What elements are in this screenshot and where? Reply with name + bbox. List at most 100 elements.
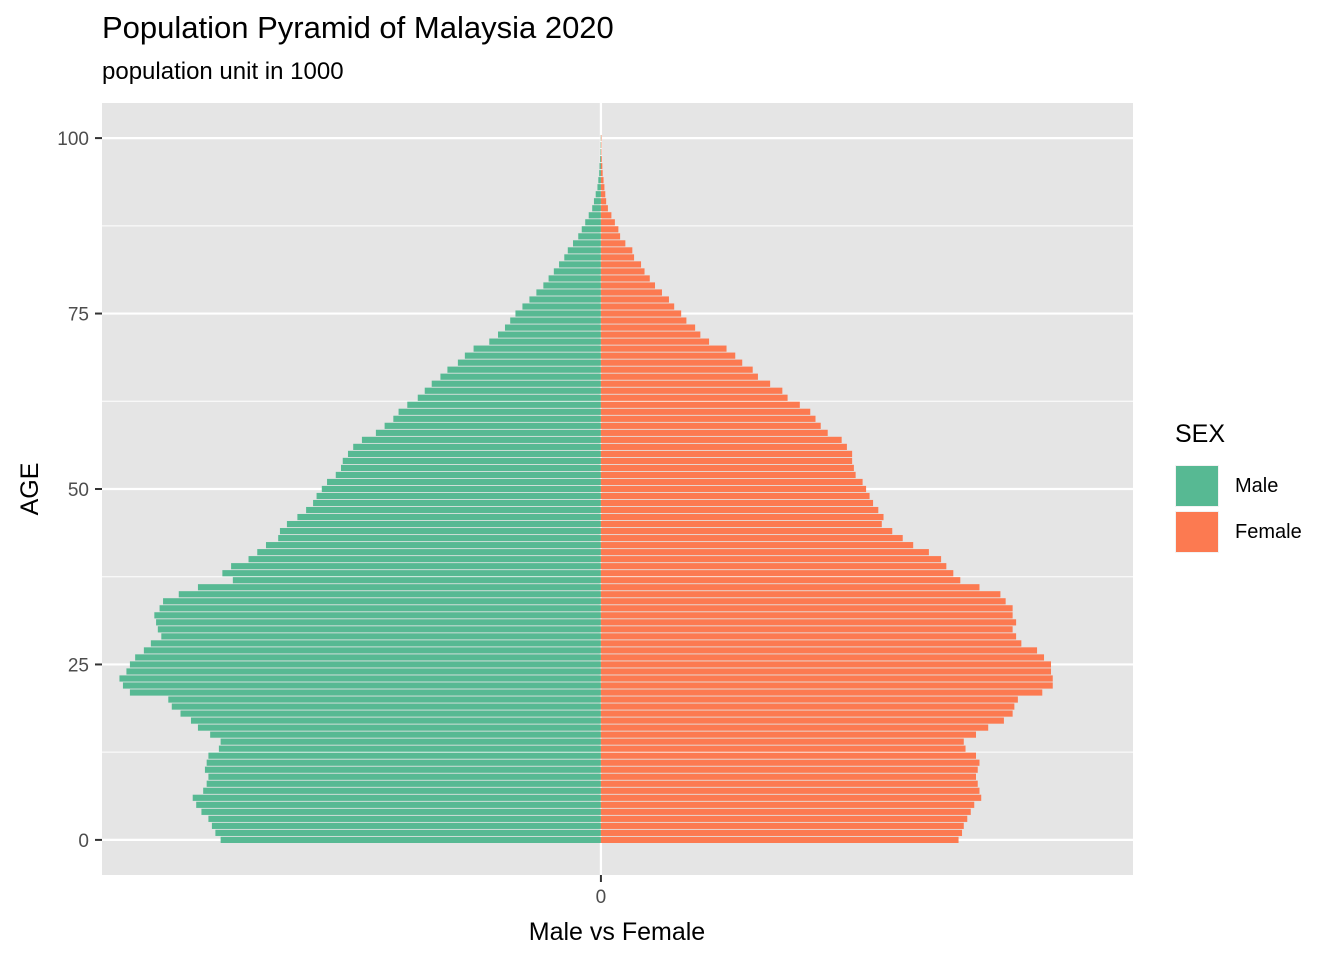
bar-female — [600, 647, 1038, 654]
bar-female — [600, 836, 959, 843]
bar-male — [384, 422, 601, 429]
bar-female — [600, 577, 961, 584]
bar-female — [600, 380, 771, 387]
bar-female — [600, 198, 607, 205]
bar-male — [129, 689, 601, 696]
bar-female — [600, 787, 980, 794]
bar-male — [464, 352, 601, 359]
bar-male — [600, 142, 602, 149]
bar-female — [600, 408, 811, 415]
y-tick-label: 25 — [68, 655, 89, 676]
bar-female — [600, 282, 656, 289]
bar-female — [600, 499, 874, 507]
bar-male — [599, 170, 601, 177]
bar-male — [398, 408, 601, 415]
y-tick-label: 100 — [57, 129, 89, 150]
bar-male — [598, 177, 601, 184]
bar-female — [600, 247, 633, 254]
bar-male — [585, 219, 601, 226]
bar-female — [600, 808, 971, 815]
bar-female — [600, 612, 1013, 619]
bar-male — [536, 289, 601, 296]
bar-male — [248, 556, 601, 563]
bar-male — [588, 212, 601, 219]
bar-male — [231, 563, 601, 570]
bar-male — [257, 549, 601, 556]
bar-female — [600, 240, 626, 247]
y-tick-label: 0 — [78, 831, 89, 852]
legend-label-male: Male — [1235, 474, 1279, 497]
legend-title: SEX — [1175, 420, 1226, 448]
bar-female — [600, 675, 1053, 682]
bar-female — [600, 443, 847, 450]
legend: SEX Male Female — [1175, 420, 1302, 555]
bar-male — [393, 415, 601, 422]
bar-female — [600, 829, 963, 836]
bar-male — [206, 780, 601, 787]
bar-female — [600, 296, 669, 303]
bar-female — [600, 822, 964, 829]
bar-male — [457, 359, 601, 366]
bar-male — [220, 738, 601, 745]
chart-subtitle: population unit in 1000 — [102, 58, 344, 85]
bar-female — [600, 401, 800, 408]
bar-female — [600, 780, 978, 787]
bar-male — [143, 647, 601, 654]
bar-female — [600, 254, 635, 261]
bar-female — [600, 619, 1017, 626]
bar-female — [600, 633, 1017, 640]
bar-male — [353, 443, 601, 450]
bar-female — [600, 415, 816, 422]
bar-male — [473, 345, 601, 352]
bar-male — [313, 499, 601, 507]
bar-female — [600, 703, 1015, 710]
bar-male — [122, 682, 601, 689]
bar-female — [600, 584, 980, 591]
bar-female — [600, 289, 662, 296]
bar-male — [208, 815, 601, 822]
bar-female — [600, 394, 788, 401]
bar-female — [600, 310, 682, 317]
bar-male — [129, 661, 601, 668]
bar-male — [581, 226, 601, 233]
bar-male — [447, 366, 601, 373]
bar-male — [340, 464, 601, 472]
bar-female — [600, 570, 954, 577]
bar-female — [600, 542, 914, 549]
bar-female — [600, 513, 884, 521]
legend-item-female: Female — [1175, 509, 1302, 555]
bar-male — [306, 506, 601, 514]
bar-male — [548, 275, 601, 282]
bar-female — [600, 689, 1043, 696]
bar-male — [163, 598, 601, 605]
bar-female — [600, 177, 604, 184]
bar-female — [600, 710, 1013, 717]
bar-male — [599, 163, 601, 170]
bar-male — [592, 205, 601, 212]
bar-female — [600, 366, 753, 373]
bar-female — [600, 233, 621, 240]
bar-male — [279, 528, 601, 535]
bar-female — [600, 738, 964, 745]
bar-female — [600, 212, 612, 219]
bar-female — [600, 324, 696, 331]
bar-male — [543, 282, 601, 289]
bar-female — [600, 759, 980, 766]
bar-female — [600, 661, 1052, 668]
bar-male — [126, 668, 601, 675]
bar-female — [600, 731, 976, 738]
bar-male — [190, 717, 601, 724]
bar-female — [600, 205, 608, 212]
bar-male — [578, 233, 601, 240]
bar-female — [600, 373, 758, 380]
bar-male — [553, 268, 601, 275]
bar-female — [600, 191, 606, 198]
bar-male — [156, 619, 601, 626]
bar-male — [278, 535, 601, 542]
bar-female — [600, 450, 853, 457]
bar-male — [573, 240, 601, 247]
bar-male — [178, 591, 601, 598]
bar-female — [600, 149, 602, 156]
bar-male — [197, 724, 601, 731]
